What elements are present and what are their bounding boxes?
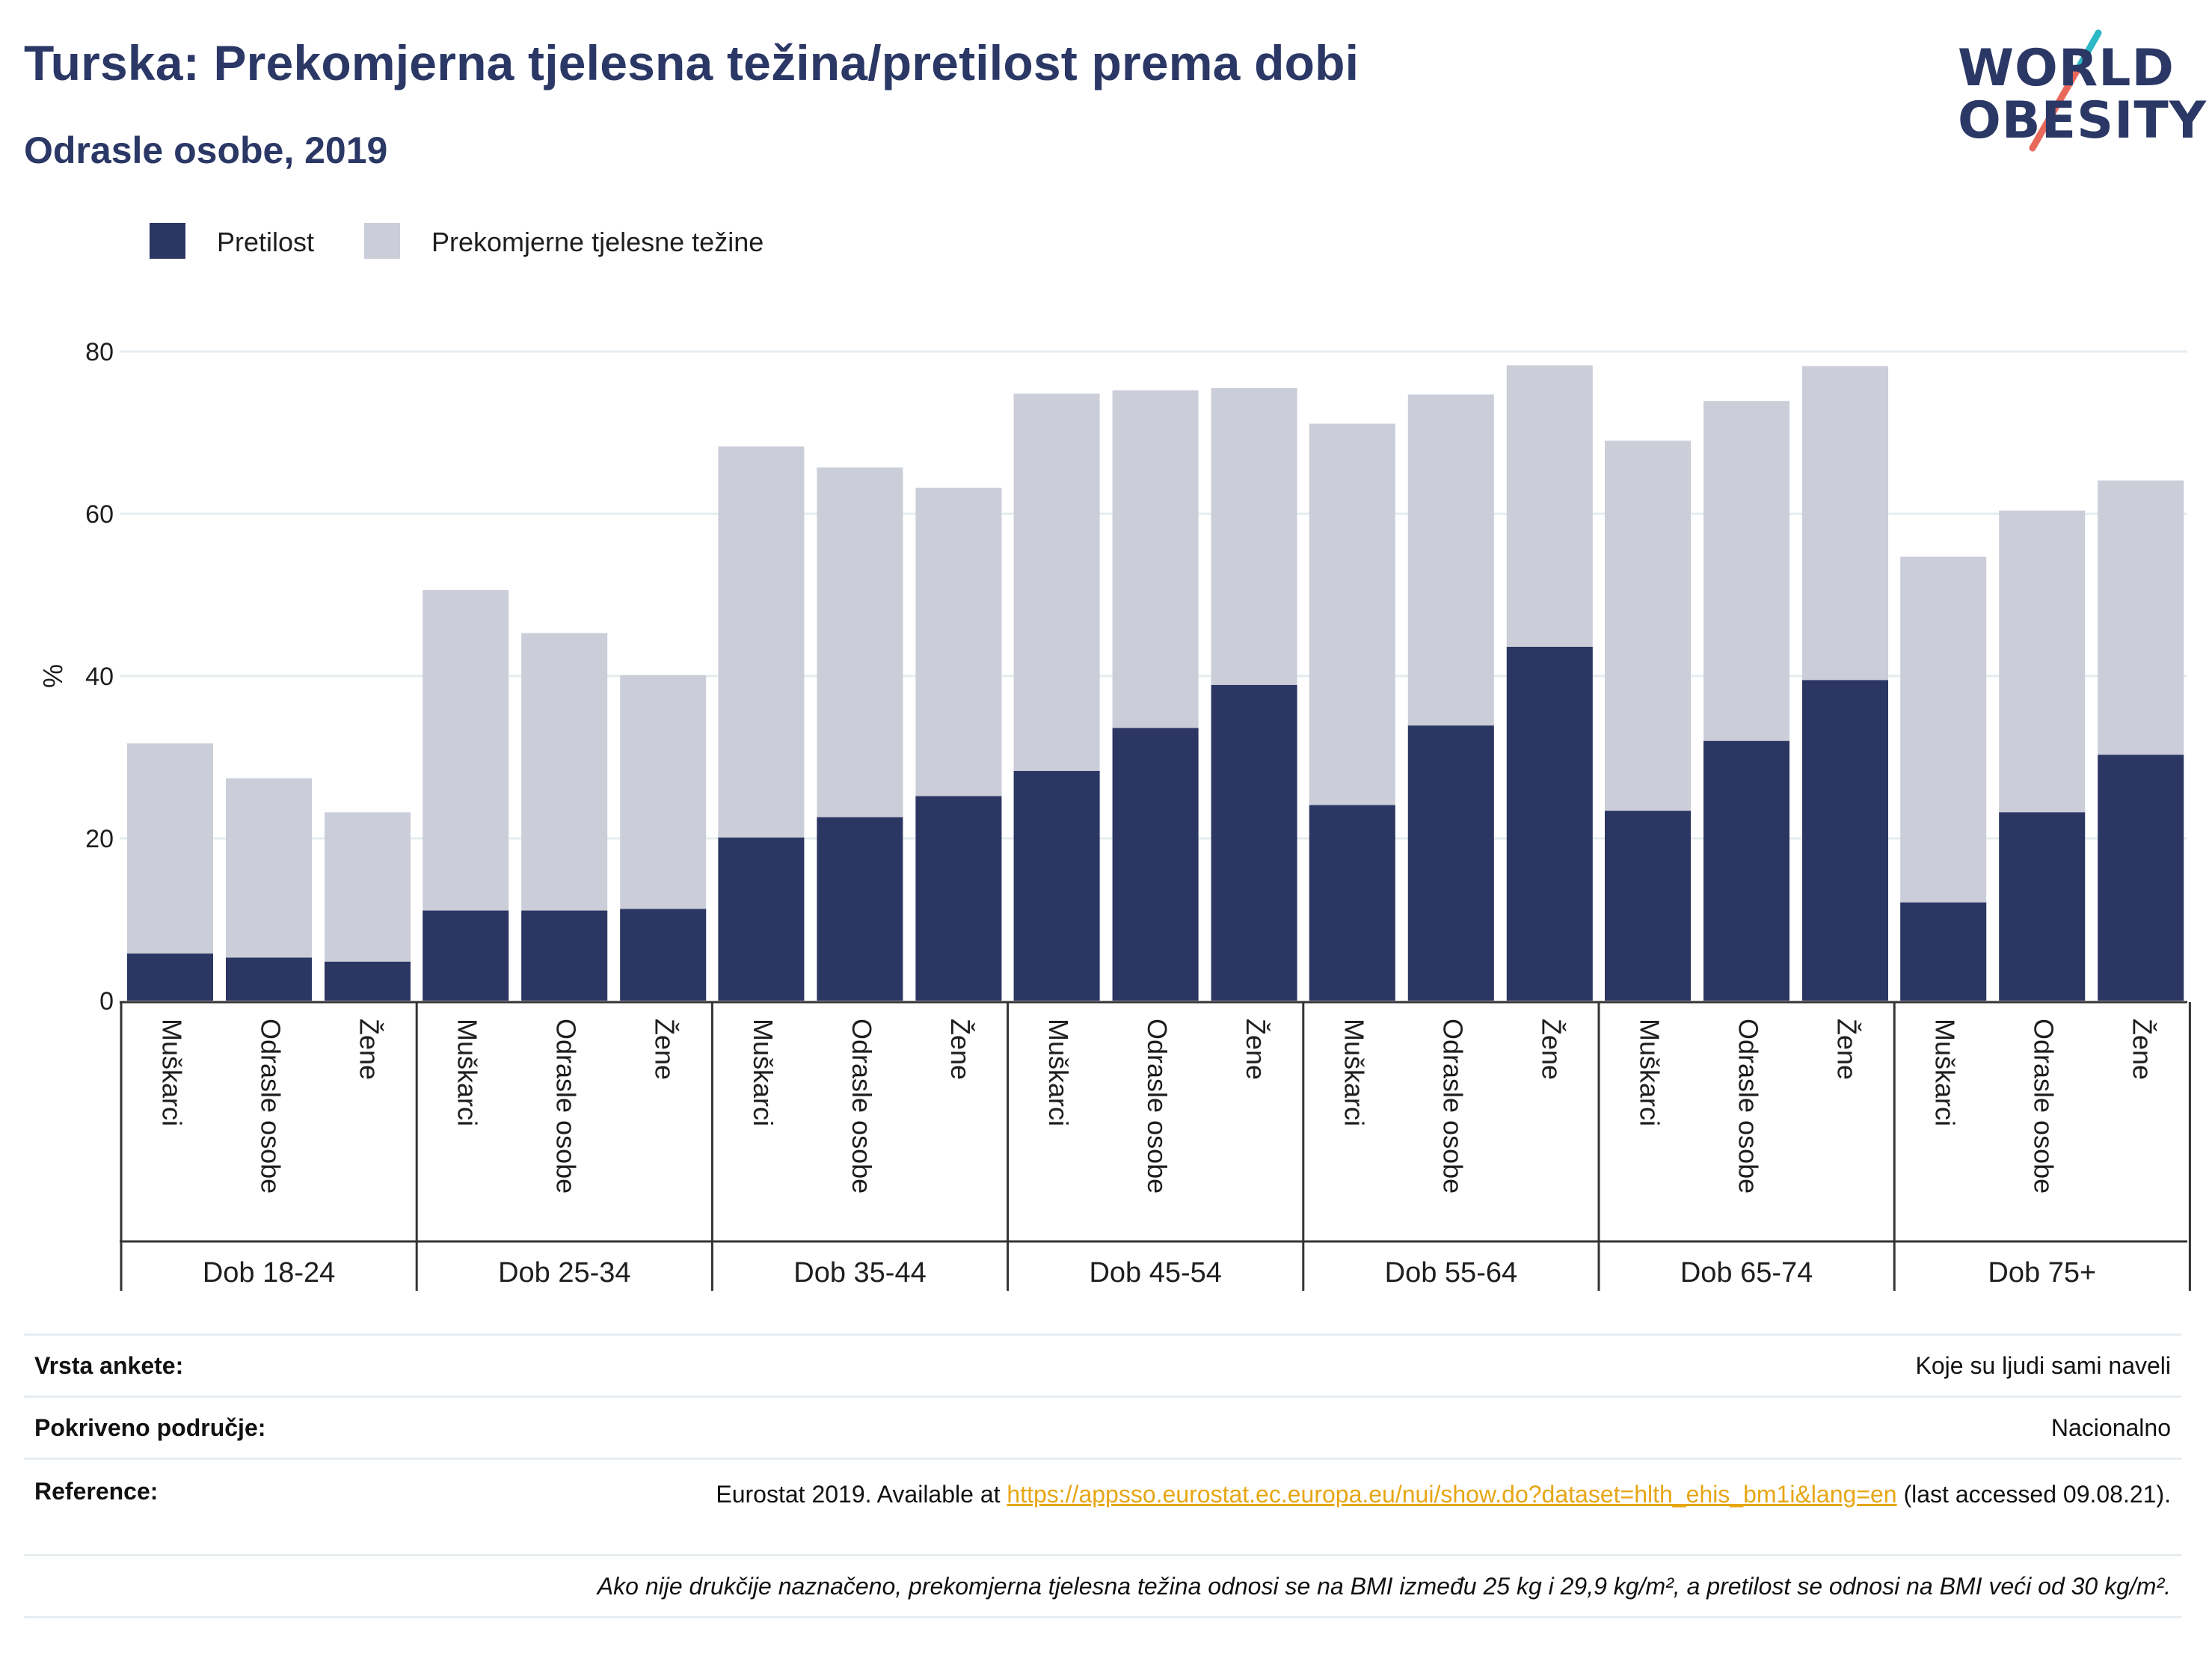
bar-obesity <box>718 837 805 1001</box>
page-title: Turska: Prekomjerna tjelesna težina/pret… <box>24 35 1360 90</box>
x-tick-label: Žene <box>1832 1019 1863 1080</box>
group-label: Dob 35-44 <box>793 1257 926 1289</box>
x-tick-label: Muškarci <box>1043 1019 1074 1126</box>
info-table: Vrsta ankete: Koje su ljudi sami naveli … <box>24 1333 2181 1618</box>
reference-prefix: Eurostat 2019. Available at <box>716 1481 1007 1508</box>
stacked-bar-chart: Pretilost Prekomjerne tjelesne težine 0 20 4… <box>37 223 2191 1291</box>
legend-label-2: Prekomjerne tjelesne težine <box>431 227 764 257</box>
group-label: Dob 55-64 <box>1385 1257 1517 1289</box>
x-tick-label: Muškarci <box>452 1019 483 1126</box>
logo-line-2: OBESITY <box>1958 91 2207 150</box>
bar-obesity <box>817 817 903 1001</box>
footnote: Ako nije drukčije naznačeno, prekomjerna… <box>597 1573 2171 1600</box>
group-label: Dob 75+ <box>1988 1257 2096 1289</box>
reference-suffix: (last accessed 09.08.21). <box>1896 1481 2171 1508</box>
x-tick-label: Žene <box>650 1019 681 1080</box>
survey-label: Vrsta ankete: <box>34 1351 184 1379</box>
reference-label: Reference: <box>34 1478 159 1505</box>
bar-obesity <box>1802 680 1888 1001</box>
y-tick-label-20: 20 <box>85 825 114 853</box>
reference-link[interactable]: https://appsso.eurostat.ec.europa.eu/nui… <box>1007 1481 1897 1508</box>
x-tick-label: Odrasle osobe <box>1437 1019 1468 1194</box>
survey-value: Koje su ljudi sami naveli <box>1915 1352 2172 1379</box>
bar-obesity <box>1309 805 1395 1001</box>
bar-obesity <box>127 954 213 1001</box>
logo-slash-icon <box>2029 29 2102 152</box>
legend-swatch-2 <box>364 223 400 259</box>
bar-obesity <box>915 796 1002 1001</box>
y-axis-label: % <box>37 664 68 688</box>
group-label: Dob 65-74 <box>1680 1257 1813 1289</box>
x-tick-label: Odrasle osobe <box>551 1019 582 1194</box>
x-tick-label: Odrasle osobe <box>1733 1019 1764 1194</box>
bar-obesity <box>620 909 707 1001</box>
bar-obesity <box>521 910 608 1001</box>
bar-obesity <box>2098 755 2184 1001</box>
bar-obesity <box>1211 684 1297 1001</box>
reference-value: Eurostat 2019. Available at https://apps… <box>339 1459 2181 1556</box>
x-tick-label: Muškarci <box>157 1019 188 1126</box>
group-label: Dob 25-34 <box>498 1257 630 1289</box>
bar-obesity <box>1999 812 2086 1001</box>
bar-obesity <box>1506 646 1593 1001</box>
logo-line-1: WORLD <box>1958 39 2175 98</box>
x-tick-label: Žene <box>945 1019 976 1080</box>
x-tick-label: Odrasle osobe <box>1142 1019 1173 1194</box>
info-row-reference: Reference: Eurostat 2019. Available at h… <box>24 1459 2181 1556</box>
coverage-value: Nacionalno <box>2050 1414 2171 1441</box>
x-tick-label: Muškarci <box>1930 1019 1961 1126</box>
x-tick-label: Žene <box>1536 1019 1567 1080</box>
legend-swatch-1 <box>150 223 185 259</box>
info-row-coverage: Pokriveno područje: Nacionalno <box>24 1397 2181 1459</box>
x-tick-label: Žene <box>1241 1019 1271 1080</box>
x-tick-label: Muškarci <box>1635 1019 1665 1126</box>
world-obesity-logo: WORLD OBESITY <box>1944 22 2206 161</box>
bar-obesity <box>1703 740 1789 1001</box>
legend-label-1: Pretilost <box>217 227 314 257</box>
y-tick-label-60: 60 <box>85 500 114 529</box>
bar-obesity <box>226 957 312 1001</box>
x-tick-label: Muškarci <box>748 1019 778 1126</box>
group-label: Dob 45-54 <box>1089 1257 1221 1289</box>
bar-obesity <box>1605 811 1691 1001</box>
bar-obesity <box>1407 725 1494 1001</box>
bar-obesity <box>423 910 509 1001</box>
x-tick-label: Muškarci <box>1339 1019 1369 1126</box>
bar-obesity <box>1013 770 1100 1001</box>
bar-obesity <box>325 961 411 1001</box>
bar-obesity <box>1900 902 1987 1001</box>
info-row-survey: Vrsta ankete: Koje su ljudi sami naveli <box>24 1334 2181 1397</box>
y-tick-label-80: 80 <box>85 338 114 366</box>
y-tick-label-0: 0 <box>99 987 114 1016</box>
info-row-footnote: Ako nije drukčije naznačeno, prekomjerna… <box>24 1556 2181 1618</box>
x-tick-label: Žene <box>2127 1019 2158 1080</box>
page-subtitle: Odrasle osobe, 2019 <box>24 129 388 171</box>
group-label: Dob 18-24 <box>203 1257 335 1289</box>
bar-obesity <box>1112 728 1199 1001</box>
x-tick-label: Žene <box>354 1019 385 1080</box>
y-tick-label-40: 40 <box>85 663 114 691</box>
x-tick-label: Odrasle osobe <box>256 1019 286 1194</box>
coverage-label: Pokriveno područje: <box>34 1413 266 1441</box>
x-tick-label: Odrasle osobe <box>2029 1019 2059 1194</box>
x-tick-label: Odrasle osobe <box>847 1019 877 1194</box>
